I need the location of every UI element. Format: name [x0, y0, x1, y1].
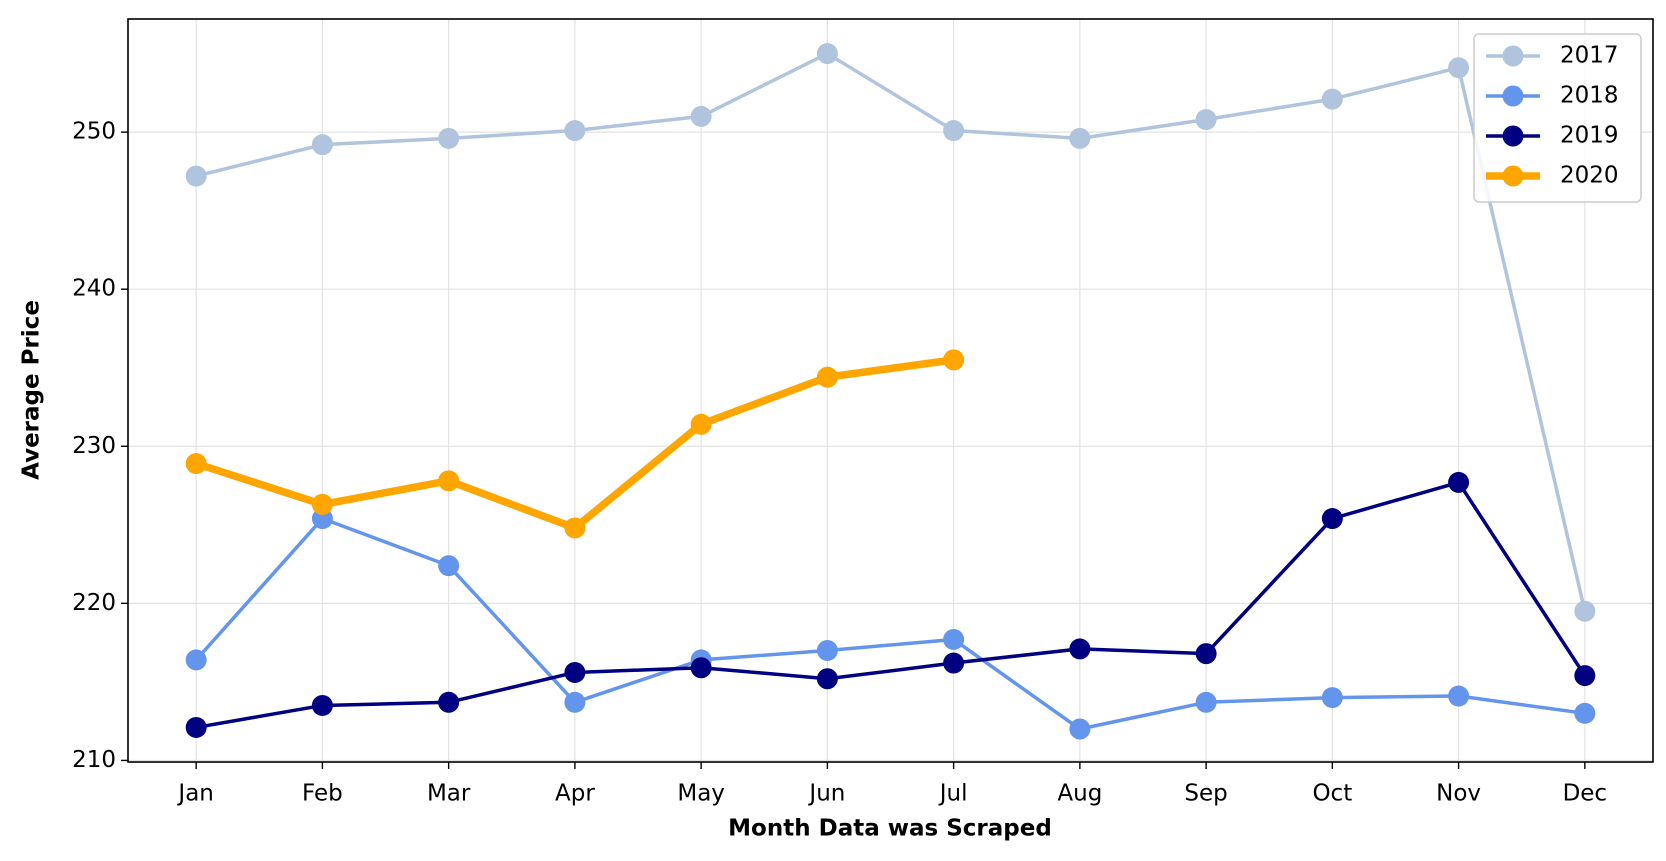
data-point — [311, 493, 333, 515]
legend-box — [1473, 33, 1642, 203]
data-point — [690, 657, 712, 679]
legend-label: 2019 — [1560, 123, 1619, 149]
data-point — [185, 716, 207, 738]
data-point — [1574, 665, 1596, 687]
data-point — [438, 691, 460, 713]
series-line — [195, 51, 1587, 612]
data-point — [185, 649, 207, 671]
data-point — [1321, 508, 1343, 530]
x-tick-label: Apr — [555, 781, 595, 807]
data-point — [1448, 471, 1470, 493]
legend-label: 2018 — [1560, 83, 1619, 109]
data-point — [1321, 687, 1343, 709]
legend: 2017 2018 2019 2020 — [1473, 33, 1642, 203]
x-tick-label: Jul — [938, 781, 968, 807]
y-tick-label: 210 — [72, 747, 116, 773]
y-axis-label: Average Price — [19, 300, 45, 480]
data-point — [185, 165, 207, 187]
data-point — [1448, 685, 1470, 707]
data-point — [1321, 88, 1343, 110]
x-tick-label: Mar — [427, 781, 471, 807]
data-point — [438, 470, 460, 492]
x-tick-label: Sep — [1184, 781, 1227, 807]
x-tick-label: Aug — [1057, 781, 1102, 807]
data-point — [690, 105, 712, 127]
y-tick-label: 250 — [72, 119, 116, 145]
legend-label: 2017 — [1560, 43, 1619, 69]
data-point — [943, 628, 965, 650]
data-point — [311, 134, 333, 156]
y-tick-label: 240 — [72, 276, 116, 302]
data-point — [943, 349, 965, 371]
x-tick-label: Oct — [1312, 781, 1352, 807]
x-tick-label: Jan — [176, 781, 213, 807]
plot-area — [185, 43, 1596, 740]
data-point — [564, 691, 586, 713]
data-point — [943, 652, 965, 674]
data-point — [690, 413, 712, 435]
y-tick-label: 230 — [72, 433, 116, 459]
data-point — [438, 555, 460, 577]
data-point — [816, 639, 838, 661]
grid — [128, 19, 1653, 762]
axes-frame — [127, 18, 1654, 763]
data-point — [564, 120, 586, 142]
x-tick-label: Jun — [807, 781, 845, 807]
data-point — [816, 43, 838, 65]
x-tick-label: May — [677, 781, 725, 807]
series-line — [194, 516, 1586, 731]
legend-marker — [1502, 85, 1524, 107]
data-point — [185, 453, 207, 475]
x-tick-label: Nov — [1436, 781, 1481, 807]
legend-marker — [1502, 45, 1524, 67]
data-point — [1195, 691, 1217, 713]
data-point — [1574, 702, 1596, 724]
y-tick-label: 220 — [72, 590, 116, 616]
data-point — [564, 661, 586, 683]
data-point — [1195, 643, 1217, 665]
data-point — [564, 517, 586, 539]
data-point — [1574, 600, 1596, 622]
x-axis-label: Month Data was Scraped — [728, 816, 1052, 842]
legend-marker — [1502, 165, 1524, 187]
data-point — [816, 366, 838, 388]
legend-marker — [1502, 125, 1524, 147]
x-tick-label: Dec — [1563, 781, 1608, 807]
data-point — [1069, 718, 1091, 740]
data-point — [1069, 638, 1091, 660]
data-point — [943, 120, 965, 142]
data-point — [816, 668, 838, 690]
data-point — [1448, 57, 1470, 79]
data-point — [311, 694, 333, 716]
data-point — [438, 127, 460, 149]
x-tick-label: Feb — [302, 781, 343, 807]
legend-label: 2020 — [1560, 163, 1619, 189]
data-point — [1069, 127, 1091, 149]
series-line — [195, 480, 1587, 730]
data-point — [1195, 109, 1217, 131]
